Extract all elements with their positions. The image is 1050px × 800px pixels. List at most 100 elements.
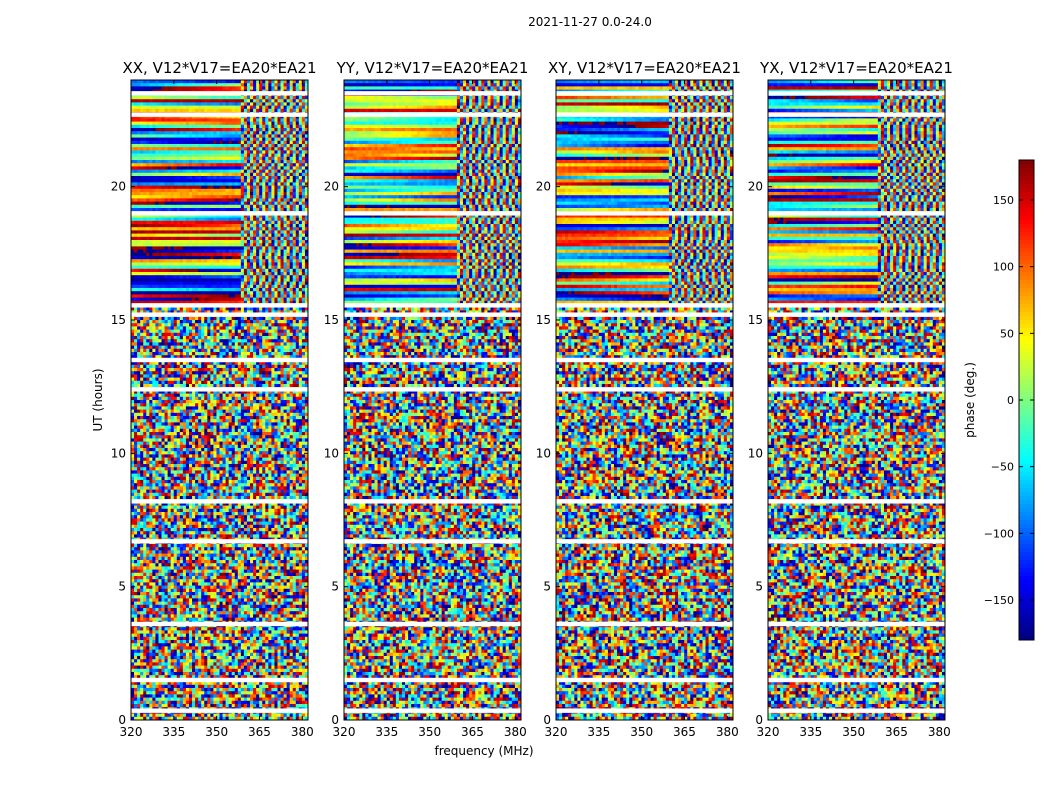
heatmap-cell <box>198 147 201 151</box>
heatmap-cell <box>155 250 158 254</box>
heatmap-cell <box>256 157 259 161</box>
heatmap-cell <box>216 173 219 177</box>
heatmap-cell <box>287 320 290 324</box>
heatmap-cell <box>143 99 146 103</box>
heatmap-cell <box>165 246 168 250</box>
heatmap-cell <box>274 224 277 228</box>
heatmap-cell <box>168 294 171 298</box>
heatmap-cell <box>238 134 241 138</box>
heatmap-cell <box>198 246 201 250</box>
heatmap-cell <box>277 307 280 311</box>
heatmap-cell <box>281 262 284 266</box>
heatmap-cell <box>165 259 168 263</box>
heatmap-cell <box>256 346 259 350</box>
heatmap-cell <box>259 99 262 103</box>
heatmap-cell <box>137 102 140 106</box>
heatmap-cell <box>293 333 296 337</box>
heatmap-cell <box>302 272 305 276</box>
heatmap-cell <box>152 141 155 145</box>
heatmap-cell <box>232 141 235 145</box>
heatmap-cell <box>162 147 165 151</box>
heatmap-cell <box>152 342 155 346</box>
heatmap-cell <box>253 307 256 311</box>
heatmap-cell <box>238 262 241 266</box>
heatmap-cell <box>131 96 134 100</box>
heatmap-cell <box>226 224 229 228</box>
heatmap-cell <box>174 227 177 231</box>
heatmap-cell <box>186 166 189 170</box>
heatmap-cell <box>253 240 256 244</box>
heatmap-cell <box>274 144 277 148</box>
heatmap-cell <box>146 326 149 330</box>
heatmap-cell <box>171 224 174 228</box>
heatmap-cell <box>296 317 299 321</box>
heatmap-cell <box>137 166 140 170</box>
heatmap-cell <box>198 320 201 324</box>
heatmap-cell <box>220 275 223 279</box>
heatmap-cell <box>195 96 198 100</box>
heatmap-cell <box>253 150 256 154</box>
heatmap-cell <box>134 307 137 311</box>
heatmap-cell <box>250 253 253 257</box>
heatmap-cell <box>271 83 274 87</box>
heatmap-cell <box>171 240 174 244</box>
heatmap-cell <box>244 179 247 183</box>
heatmap-cell <box>162 125 165 129</box>
heatmap-cell <box>216 221 219 225</box>
heatmap-cell <box>253 336 256 340</box>
heatmap-cell <box>180 317 183 321</box>
heatmap-cell <box>146 134 149 138</box>
heatmap-cell <box>223 262 226 266</box>
heatmap-cell <box>253 134 256 138</box>
heatmap-cell <box>259 147 262 151</box>
heatmap-cell <box>226 106 229 110</box>
heatmap-cell <box>262 288 265 292</box>
heatmap-cell <box>137 109 140 113</box>
heatmap-cell <box>259 285 262 289</box>
heatmap-cell <box>174 336 177 340</box>
heatmap-cell <box>140 179 143 183</box>
heatmap-cell <box>256 99 259 103</box>
heatmap-cell <box>235 291 238 295</box>
heatmap-cell <box>253 317 256 321</box>
heatmap-cell <box>235 86 238 90</box>
heatmap-cell <box>186 128 189 132</box>
heatmap-cell <box>186 259 189 263</box>
heatmap-cell <box>256 106 259 110</box>
heatmap-cell <box>183 333 186 337</box>
heatmap-cell <box>207 208 210 212</box>
heatmap-cell <box>244 157 247 161</box>
heatmap-cell <box>165 163 168 167</box>
heatmap-cell <box>140 278 143 282</box>
heatmap-cell <box>195 86 198 90</box>
heatmap-cell <box>186 342 189 346</box>
heatmap-cell <box>271 186 274 190</box>
heatmap-cell <box>302 320 305 324</box>
heatmap-cell <box>146 176 149 180</box>
heatmap-cell <box>241 333 244 337</box>
heatmap-cell <box>223 224 226 228</box>
heatmap-cell <box>281 259 284 263</box>
heatmap-cell <box>265 144 268 148</box>
heatmap-cell <box>165 243 168 247</box>
heatmap-cell <box>238 243 241 247</box>
heatmap-cell <box>195 205 198 209</box>
heatmap-cell <box>201 134 204 138</box>
heatmap-cell <box>207 339 210 343</box>
heatmap-cell <box>137 157 140 161</box>
heatmap-cell <box>171 346 174 350</box>
heatmap-cell <box>201 243 204 247</box>
heatmap-cell <box>232 179 235 183</box>
heatmap-cell <box>189 298 192 302</box>
heatmap-cell <box>293 349 296 353</box>
heatmap-cell <box>155 134 158 138</box>
heatmap-cell <box>134 128 137 132</box>
heatmap-cell <box>131 195 134 199</box>
heatmap-cell <box>290 138 293 142</box>
heatmap-cell <box>229 80 232 84</box>
heatmap-cell <box>207 227 210 231</box>
heatmap-cell <box>256 240 259 244</box>
heatmap-cell <box>259 176 262 180</box>
heatmap-cell <box>259 141 262 145</box>
heatmap-cell <box>290 179 293 183</box>
